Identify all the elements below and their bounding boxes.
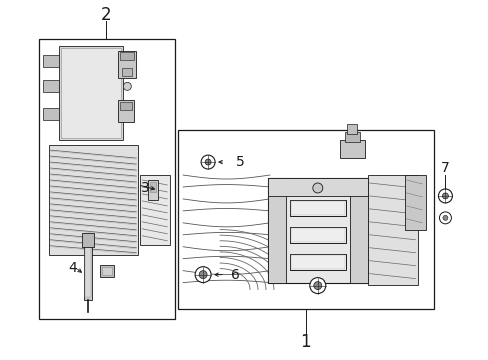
Bar (59, 45, 123, 140)
Circle shape (204, 159, 211, 165)
Bar (349, 178, 367, 283)
Text: 5: 5 (235, 155, 244, 169)
Bar (267, 178, 367, 283)
Bar (344, 132, 359, 142)
Bar (290, 201, 344, 215)
Bar (267, 178, 367, 196)
Text: 7: 7 (440, 161, 449, 175)
Circle shape (442, 193, 447, 199)
Circle shape (438, 189, 451, 203)
Bar (339, 140, 364, 158)
Text: 1: 1 (300, 333, 310, 351)
Circle shape (123, 82, 131, 90)
Bar (100, 265, 114, 276)
Bar (150, 182, 156, 192)
Bar (48, 145, 138, 255)
Bar (118, 100, 134, 122)
Bar (289, 200, 345, 216)
Text: 2: 2 (101, 6, 111, 24)
Bar (118, 50, 136, 78)
Bar (39, 39, 175, 319)
Bar (148, 180, 158, 200)
Bar (140, 175, 170, 245)
Circle shape (195, 267, 211, 283)
Bar (122, 68, 132, 76)
Bar (42, 55, 59, 67)
Bar (289, 227, 345, 243)
Circle shape (312, 183, 322, 193)
Text: 3: 3 (141, 181, 149, 195)
Circle shape (199, 271, 207, 279)
Bar (290, 255, 344, 269)
Bar (42, 80, 59, 92)
Bar (42, 108, 59, 120)
Circle shape (201, 155, 215, 169)
Circle shape (309, 278, 325, 293)
Text: 4: 4 (68, 261, 77, 275)
Bar (61, 48, 121, 138)
Bar (178, 130, 433, 310)
Bar (85, 247, 91, 297)
Bar (267, 178, 285, 283)
Circle shape (439, 212, 450, 224)
Bar (404, 175, 426, 230)
Bar (84, 245, 92, 300)
Bar (120, 102, 132, 110)
Text: 6: 6 (230, 267, 239, 282)
Bar (367, 175, 417, 285)
Bar (289, 254, 345, 270)
Bar (120, 53, 134, 60)
Circle shape (313, 282, 321, 289)
Bar (102, 267, 112, 275)
Bar (290, 228, 344, 242)
Bar (346, 124, 356, 134)
Circle shape (442, 215, 447, 220)
Bar (82, 233, 94, 247)
